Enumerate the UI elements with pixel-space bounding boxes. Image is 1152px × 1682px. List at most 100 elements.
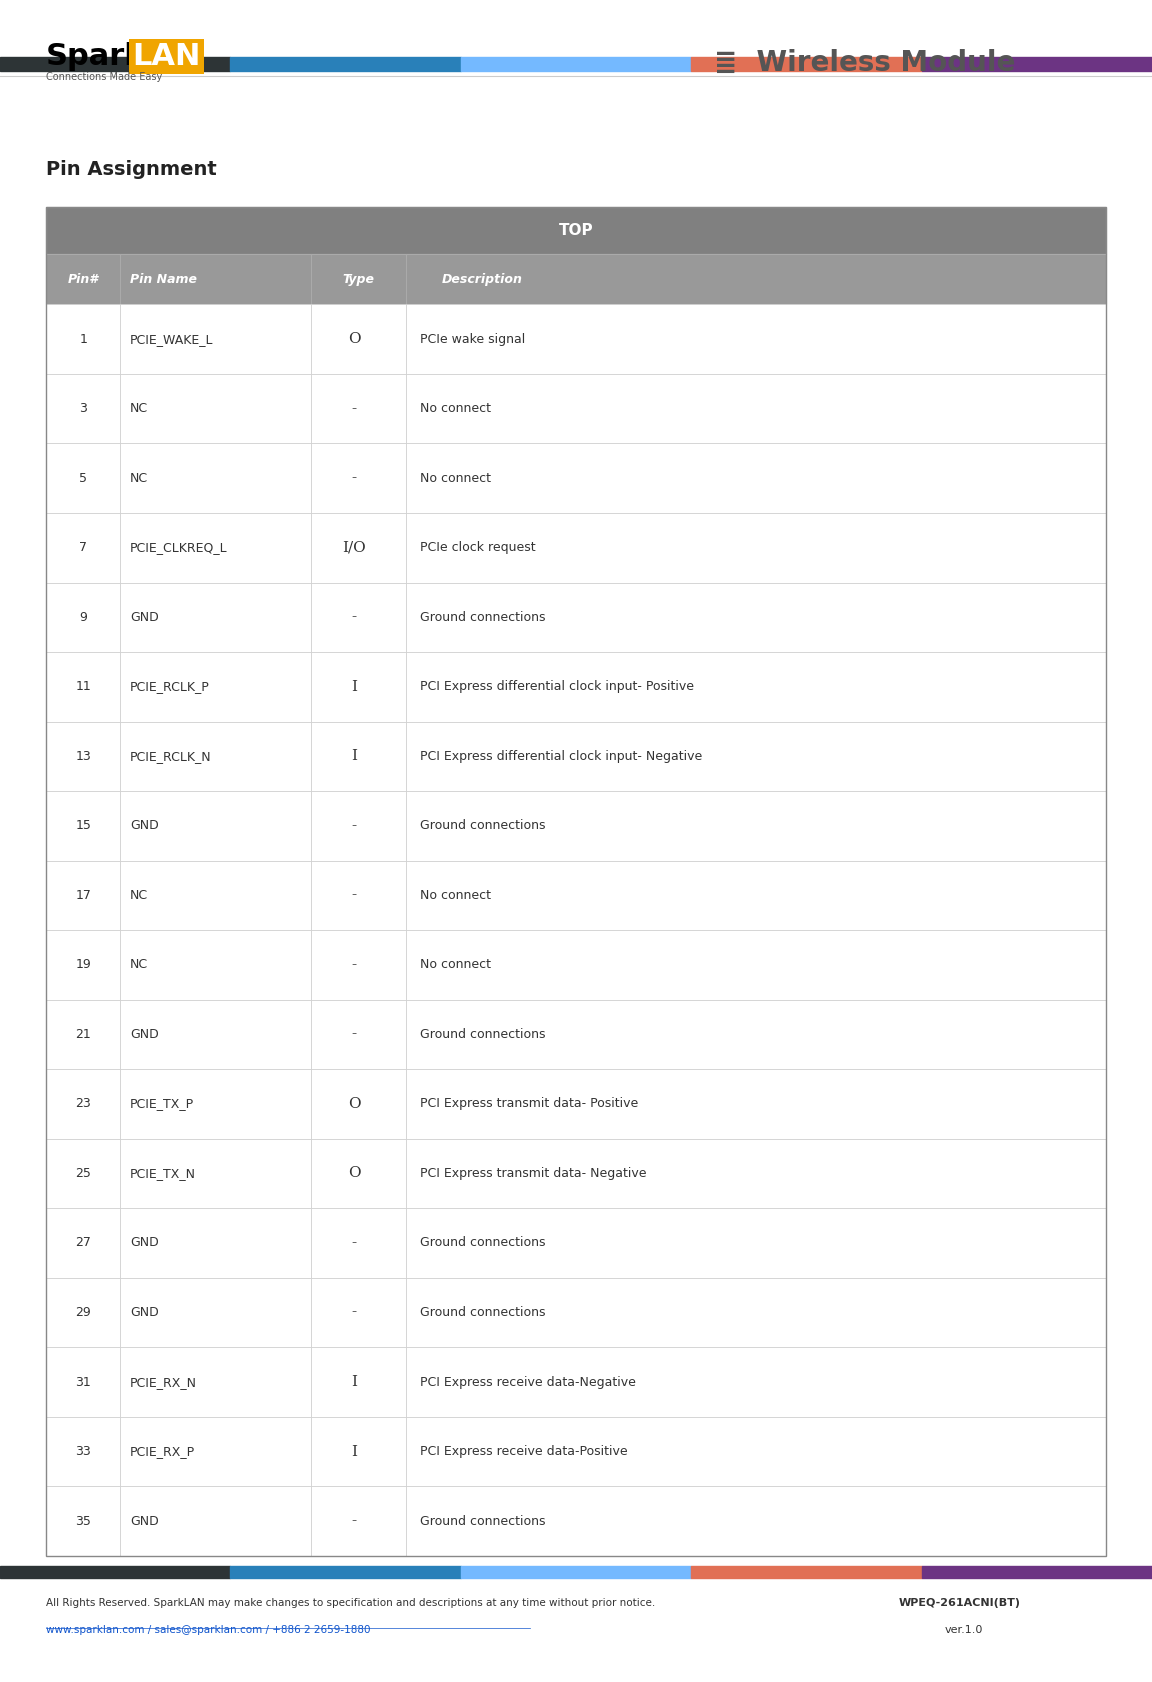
Text: 7: 7 <box>79 542 88 555</box>
Bar <box>46 444 120 513</box>
Bar <box>691 57 922 71</box>
Text: ≣  Wireless Module: ≣ Wireless Module <box>714 49 1016 77</box>
Text: Ground connections: Ground connections <box>420 1305 546 1319</box>
Text: All Rights Reserved. SparkLAN may make changes to specification and descriptions: All Rights Reserved. SparkLAN may make c… <box>46 1598 655 1608</box>
Bar <box>46 254 120 304</box>
Bar <box>407 1278 1106 1347</box>
Bar <box>461 1566 691 1578</box>
Bar <box>311 513 407 582</box>
Text: www.sparklan.com / sales@sparklan.com / +886 2 2659-1880: www.sparklan.com / sales@sparklan.com / … <box>46 1625 371 1635</box>
Bar <box>46 1416 120 1487</box>
Bar <box>120 1347 311 1416</box>
Bar <box>46 1139 120 1208</box>
Bar <box>407 582 1106 653</box>
Bar <box>311 722 407 791</box>
Text: PCIE_CLKREQ_L: PCIE_CLKREQ_L <box>130 542 227 555</box>
Bar <box>407 1208 1106 1278</box>
Text: No connect: No connect <box>420 959 492 972</box>
Bar <box>407 1139 1106 1208</box>
Bar <box>120 1070 311 1139</box>
Bar <box>46 207 1106 1556</box>
Text: 17: 17 <box>75 888 91 902</box>
Bar <box>407 304 1106 373</box>
Text: -: - <box>351 959 356 972</box>
Text: Pin Name: Pin Name <box>130 272 197 286</box>
Text: 29: 29 <box>75 1305 91 1319</box>
Text: -: - <box>351 819 356 833</box>
Bar <box>311 861 407 930</box>
Text: I: I <box>351 680 357 693</box>
Bar <box>46 207 1106 254</box>
Bar <box>691 1566 922 1578</box>
Text: 11: 11 <box>75 680 91 693</box>
Bar <box>311 1347 407 1416</box>
Text: NC: NC <box>130 888 147 902</box>
Bar <box>120 254 311 304</box>
Bar <box>46 791 120 861</box>
Text: PCIE_TX_P: PCIE_TX_P <box>130 1097 194 1110</box>
Bar <box>311 254 407 304</box>
Bar <box>120 653 311 722</box>
Text: 13: 13 <box>75 750 91 764</box>
Text: PCIe wake signal: PCIe wake signal <box>420 333 525 346</box>
Text: NC: NC <box>130 402 147 415</box>
Text: 23: 23 <box>75 1097 91 1110</box>
Bar <box>407 861 1106 930</box>
Text: 33: 33 <box>75 1445 91 1458</box>
Bar <box>407 1347 1106 1416</box>
Text: PCI Express differential clock input- Positive: PCI Express differential clock input- Po… <box>420 680 695 693</box>
Text: Ground connections: Ground connections <box>420 1028 546 1041</box>
Text: PCIE_RX_N: PCIE_RX_N <box>130 1376 197 1389</box>
Bar <box>407 1070 1106 1139</box>
Text: PCIE_WAKE_L: PCIE_WAKE_L <box>130 333 213 346</box>
Text: No connect: No connect <box>420 402 492 415</box>
Bar <box>46 1070 120 1139</box>
Bar <box>120 444 311 513</box>
Bar <box>120 861 311 930</box>
Text: Ground connections: Ground connections <box>420 1514 546 1527</box>
Bar <box>407 791 1106 861</box>
Text: I: I <box>351 1376 357 1389</box>
Bar <box>46 653 120 722</box>
Text: O: O <box>348 1167 361 1181</box>
Text: No connect: No connect <box>420 471 492 484</box>
Bar <box>120 1139 311 1208</box>
Text: O: O <box>348 333 361 346</box>
Text: GND: GND <box>130 1305 159 1319</box>
Text: 31: 31 <box>75 1376 91 1389</box>
Text: Ground connections: Ground connections <box>420 819 546 833</box>
Text: Ground connections: Ground connections <box>420 611 546 624</box>
Bar <box>407 722 1106 791</box>
Text: -: - <box>351 888 356 902</box>
Bar <box>407 444 1106 513</box>
Text: Pin#: Pin# <box>68 272 99 286</box>
Text: GND: GND <box>130 1514 159 1527</box>
Bar <box>311 653 407 722</box>
Text: I/O: I/O <box>342 542 366 555</box>
Text: ver.1.0: ver.1.0 <box>945 1625 983 1635</box>
Bar <box>120 1208 311 1278</box>
Bar <box>461 57 691 71</box>
Text: Ground connections: Ground connections <box>420 1236 546 1250</box>
Bar <box>120 1487 311 1556</box>
Text: -: - <box>351 402 356 415</box>
Bar <box>922 57 1152 71</box>
Bar <box>120 582 311 653</box>
Text: Pin Assignment: Pin Assignment <box>46 160 217 178</box>
Bar <box>120 791 311 861</box>
Text: NC: NC <box>130 471 147 484</box>
Text: PCI Express receive data-Positive: PCI Express receive data-Positive <box>420 1445 628 1458</box>
Text: PCIE_RX_P: PCIE_RX_P <box>130 1445 195 1458</box>
Text: PCI Express transmit data- Negative: PCI Express transmit data- Negative <box>420 1167 647 1181</box>
Text: PCI Express transmit data- Positive: PCI Express transmit data- Positive <box>420 1097 638 1110</box>
Text: No connect: No connect <box>420 888 492 902</box>
Text: -: - <box>351 471 356 484</box>
Text: PCI Express receive data-Negative: PCI Express receive data-Negative <box>420 1376 636 1389</box>
Bar <box>120 722 311 791</box>
Text: WPEQ-261ACNI(BT): WPEQ-261ACNI(BT) <box>899 1598 1021 1608</box>
Text: O: O <box>348 1097 361 1110</box>
Text: I: I <box>351 750 357 764</box>
Text: 27: 27 <box>75 1236 91 1250</box>
Bar <box>407 1416 1106 1487</box>
Bar <box>46 861 120 930</box>
